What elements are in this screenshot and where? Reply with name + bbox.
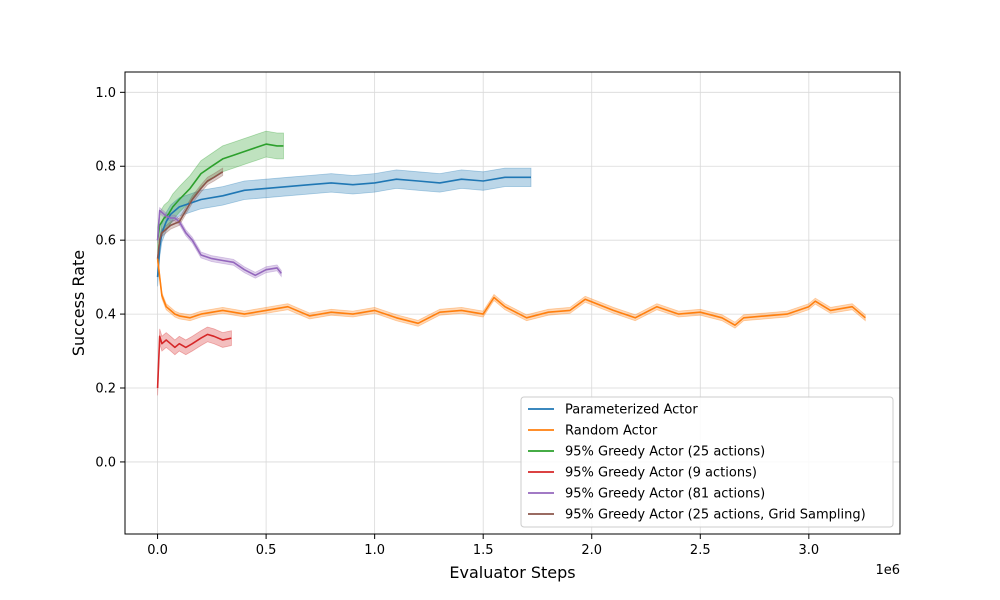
y-tick-label: 0.4: [95, 308, 116, 323]
legend-label: 95% Greedy Actor (9 actions): [565, 466, 757, 481]
x-tick-label: 3.0: [798, 543, 819, 558]
x-axis-ticks: 0.0 0.5 1.0 1.5 2.0 2.5 3.0: [147, 534, 819, 558]
series-band-2: [157, 255, 866, 329]
y-tick-label: 1.0: [95, 86, 116, 101]
series-line-4: [156, 333, 232, 389]
legend-label: Parameterized Actor: [565, 403, 698, 418]
series-band-1: [157, 167, 532, 287]
series-band-5: [157, 206, 282, 279]
series-line-6: [156, 171, 224, 259]
series-band-6: [157, 167, 224, 263]
plot-frame: [124, 71, 901, 535]
x-tick-label: 0.5: [256, 543, 277, 558]
x-axis-offset-label: 1e6: [875, 563, 900, 578]
y-tick-label: 0.6: [95, 234, 116, 249]
y-axis-ticks: 0.0 0.2 0.4 0.6 0.8 1.0: [95, 86, 125, 470]
legend-label: 95% Greedy Actor (81 actions): [565, 487, 765, 502]
legend-label: Random Actor: [565, 424, 658, 439]
series-line-2: [156, 258, 866, 327]
legend-label: 95% Greedy Actor (25 actions): [565, 445, 765, 460]
x-tick-label: 2.0: [581, 543, 602, 558]
x-tick-label: 2.5: [690, 543, 711, 558]
series-line-5: [156, 209, 282, 277]
confidence-bands: [157, 130, 866, 396]
x-tick-label: 1.0: [364, 543, 385, 558]
legend: Parameterized Actor Random Actor 95% Greed…: [520, 396, 894, 528]
y-tick-label: 0.8: [95, 160, 116, 175]
y-tick-label: 0.2: [95, 382, 116, 397]
x-axis-label: Evaluator Steps: [449, 563, 575, 582]
x-tick-label: 0.0: [147, 543, 168, 558]
y-tick-label: 0.0: [95, 455, 116, 470]
series-band-4: [157, 326, 232, 396]
legend-label: 95% Greedy Actor (25 actions, Grid Sampl…: [565, 508, 866, 523]
series-lines: [156, 143, 866, 389]
series-line-1: [156, 176, 531, 278]
y-axis-label: Success Rate: [69, 250, 88, 356]
grid: [125, 72, 900, 534]
legend-box: [520, 396, 894, 528]
x-tick-label: 1.5: [473, 543, 494, 558]
